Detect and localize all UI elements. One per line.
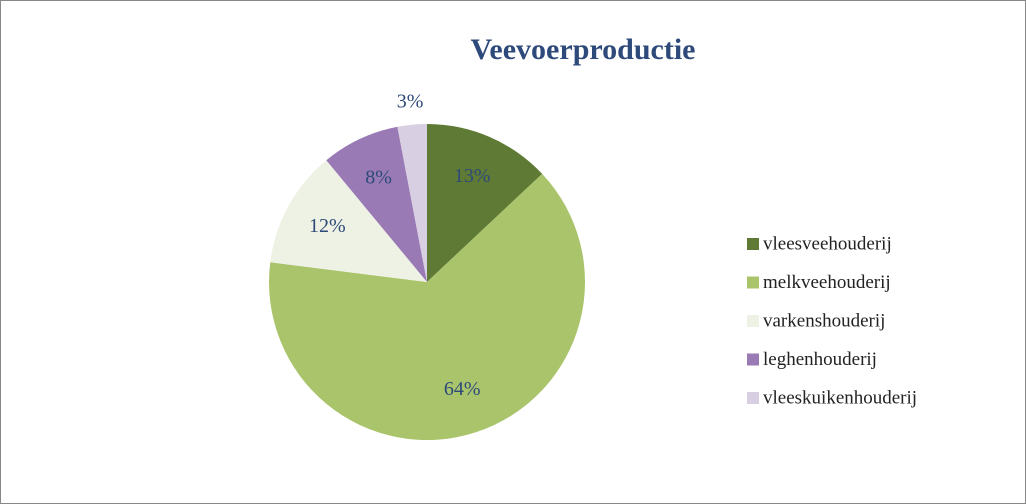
data-label: 12%: [309, 215, 346, 237]
data-label: 13%: [454, 165, 491, 187]
legend-swatch: [747, 315, 759, 327]
data-label: 8%: [365, 167, 392, 189]
pie-slice: [268, 173, 585, 440]
legend-label: varkenshouderij: [763, 310, 885, 331]
legend-label: leghenhouderij: [763, 349, 877, 370]
pie-slice: [270, 160, 427, 282]
data-label: 3%: [397, 90, 424, 112]
legend-swatch: [747, 276, 759, 289]
pie-slice: [427, 124, 543, 282]
legend-swatch: [747, 392, 759, 404]
legend-swatch: [747, 238, 759, 250]
pie-slice: [397, 124, 427, 282]
legend-label: vleesveehouderij: [763, 233, 892, 254]
pie-slice: [326, 126, 427, 282]
chart-title: Veevoerproductie: [471, 33, 696, 66]
legend-label: melkveehouderij: [763, 272, 891, 293]
data-label: 64%: [444, 378, 481, 400]
legend-label: vleeskuikenhouderij: [763, 387, 917, 408]
legend-swatch: [747, 353, 759, 366]
